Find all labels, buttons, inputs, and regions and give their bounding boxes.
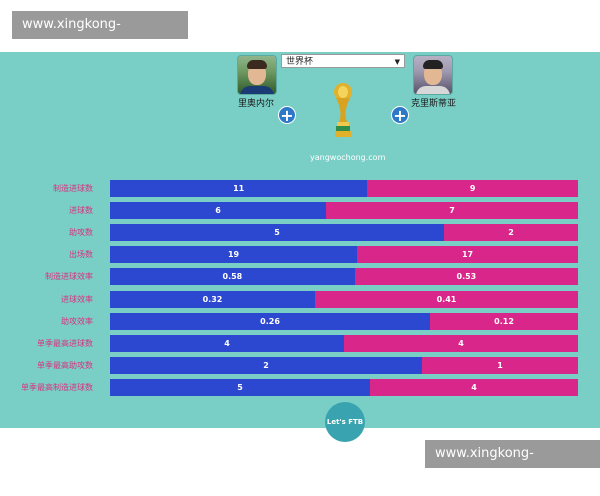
stat-bar-right: 0.41 xyxy=(314,291,578,308)
stat-bar-right: 2 xyxy=(444,224,578,241)
left-player-name: 里奥内尔 xyxy=(238,99,275,109)
comparison-panel: 里奥内尔 + 世界杯 ▼ 克里斯蒂亚 + yangwochong.com 制造进… xyxy=(0,52,600,442)
stat-bar-left: 0.26 xyxy=(110,313,431,330)
stat-bar: 0.32 0.41 xyxy=(110,291,578,308)
stat-value-left: 0.58 xyxy=(222,272,243,281)
stat-bar-left: 6 xyxy=(110,202,327,219)
watermark-bottom: www.xingkong-sport.net xyxy=(425,440,600,489)
competition-select-value: 世界杯 xyxy=(286,57,314,67)
watermark-top: www.xingkong-sport.net xyxy=(12,11,188,60)
stat-value-right: 0.12 xyxy=(494,317,514,326)
stat-bar: 11 9 xyxy=(110,180,578,197)
stat-bar-left: 4 xyxy=(110,335,344,352)
stat-bar: 0.58 0.53 xyxy=(110,268,578,285)
caret-down-icon: ▼ xyxy=(394,58,400,66)
stat-value-right: 17 xyxy=(461,250,474,259)
stat-value-left: 2 xyxy=(263,361,269,370)
stat-bar: 0.26 0.12 xyxy=(110,313,578,330)
stat-bar-left: 2 xyxy=(110,357,423,374)
stat-value-left: 5 xyxy=(237,383,243,392)
stat-label: 单季最高进球数 xyxy=(37,339,93,348)
stat-label: 助攻效率 xyxy=(61,317,93,326)
stat-label: 制造进球效率 xyxy=(45,272,93,281)
avatar-shirt xyxy=(240,86,274,94)
stat-value-right: 9 xyxy=(469,184,476,193)
stat-bar-left: 0.32 xyxy=(110,291,315,308)
stat-value-right: 0.53 xyxy=(456,272,477,281)
add-left-player-button[interactable]: + xyxy=(278,106,296,125)
stat-value-right: 7 xyxy=(449,206,455,215)
stat-label: 出场数 xyxy=(69,250,93,259)
stat-bar-left: 11 xyxy=(110,180,368,197)
lets-ftb-button[interactable]: Let's FTB xyxy=(325,402,365,442)
stat-value-right: 1 xyxy=(497,361,503,370)
stat-value-left: 0.32 xyxy=(202,295,223,304)
stat-value-left: 6 xyxy=(215,206,221,215)
stat-label: 助攻数 xyxy=(69,228,93,237)
add-right-player-button[interactable]: + xyxy=(391,106,409,125)
competition-select[interactable]: 世界杯 ▼ xyxy=(281,54,405,68)
plus-icon: + xyxy=(280,106,294,125)
stat-value-left: 5 xyxy=(274,228,280,237)
stat-bar-right: 1 xyxy=(422,357,578,374)
avatar-hair xyxy=(423,60,443,69)
stat-label: 制造进球数 xyxy=(53,184,93,193)
stat-label: 进球数 xyxy=(69,206,93,215)
right-player-name: 克里斯蒂亚 xyxy=(411,99,457,109)
stat-value-right: 0.41 xyxy=(436,295,457,304)
stat-value-left: 0.26 xyxy=(260,317,280,326)
stat-value-right: 4 xyxy=(471,383,477,392)
avatar-shirt xyxy=(416,86,450,94)
stat-bar: 19 17 xyxy=(110,246,578,263)
left-player-avatar[interactable] xyxy=(237,55,277,95)
stat-bar-left: 5 xyxy=(110,379,371,396)
stat-value-right: 2 xyxy=(508,228,514,237)
stat-value-left: 4 xyxy=(224,339,230,348)
site-url: yangwochong.com xyxy=(310,153,386,162)
stat-bar-right: 17 xyxy=(357,246,578,263)
stat-label: 单季最高助攻数 xyxy=(37,361,93,370)
stat-bar-right: 0.12 xyxy=(430,313,578,330)
stat-bar-left: 19 xyxy=(110,246,358,263)
stat-bar-left: 5 xyxy=(110,224,445,241)
stat-bar-left: 0.58 xyxy=(110,268,355,285)
stat-bar-right: 4 xyxy=(344,335,578,352)
avatar-hair xyxy=(247,60,267,69)
stat-bar-right: 0.53 xyxy=(354,268,578,285)
stat-label: 进球效率 xyxy=(61,295,93,304)
stat-value-left: 11 xyxy=(233,184,245,193)
stat-bar-right: 7 xyxy=(326,202,578,219)
trophy-icon xyxy=(334,83,352,137)
stat-bar-right: 9 xyxy=(367,180,578,197)
right-player-avatar[interactable] xyxy=(413,55,453,95)
plus-icon: + xyxy=(393,106,407,125)
stat-bar-right: 4 xyxy=(370,379,578,396)
stat-label: 单季最高制造进球数 xyxy=(21,383,93,392)
stat-value-left: 19 xyxy=(227,250,240,259)
stat-value-right: 4 xyxy=(458,339,464,348)
